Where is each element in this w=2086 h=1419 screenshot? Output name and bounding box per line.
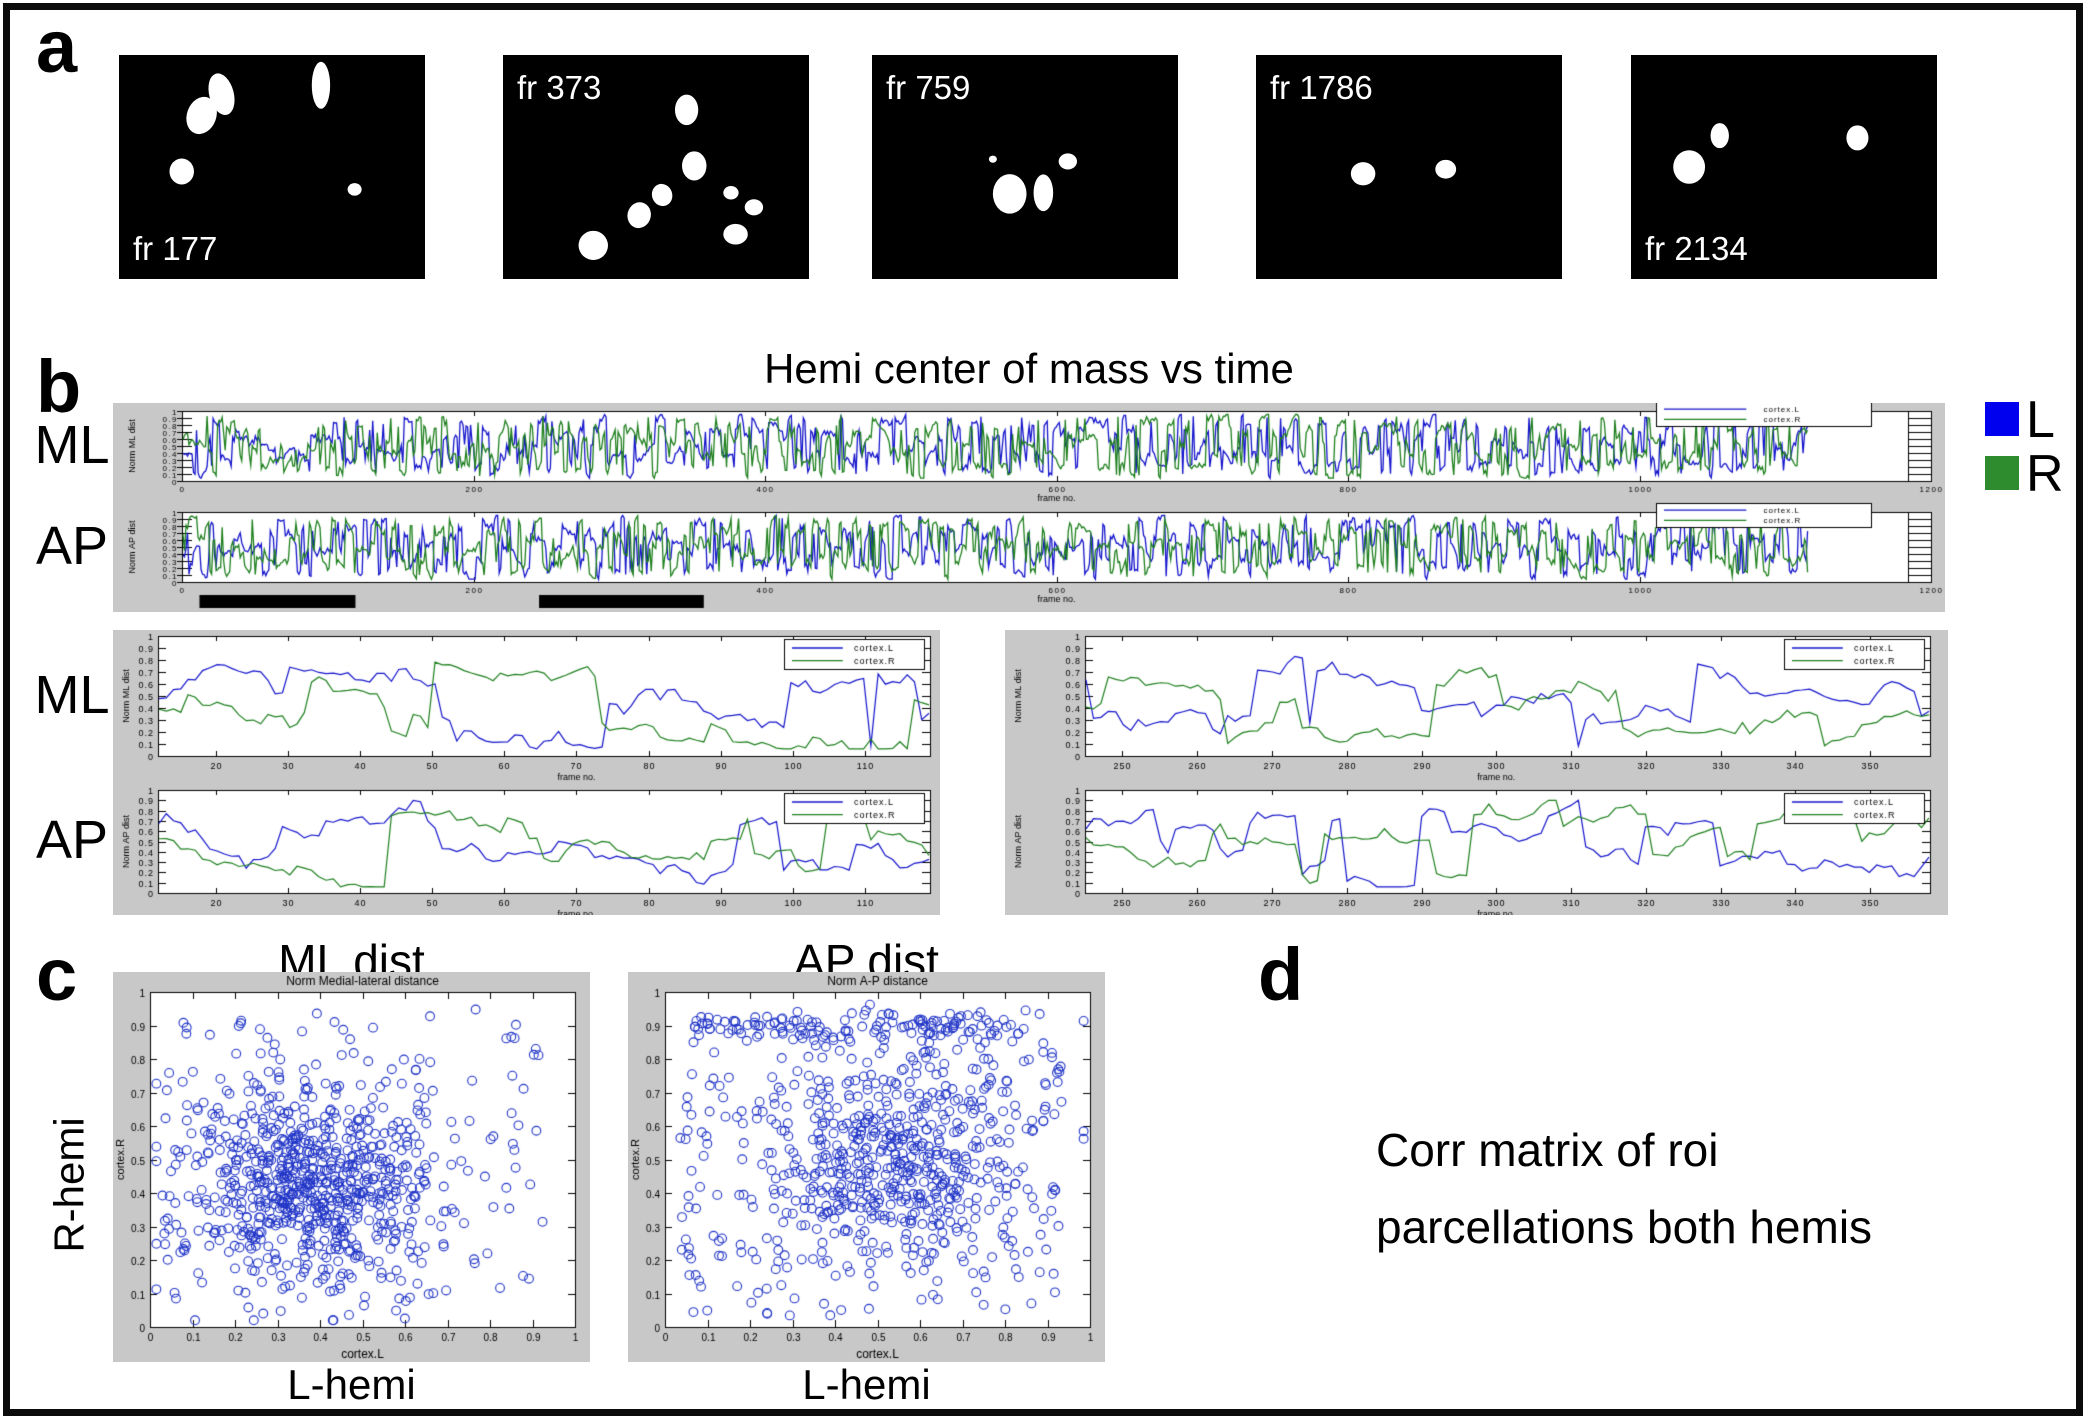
mask-frame-177: fr 177 [119,55,425,279]
mask-blob [169,158,194,185]
panel-d-label: d [1258,933,1304,1016]
caption-line-2: parcellations both hemis [1376,1201,1873,1254]
frame-number-label: fr 177 [133,230,218,267]
right-hemi-color-swatch [1985,456,2019,490]
ap-scatter-canvas [628,972,1105,1362]
left-hemi-color-swatch [1985,402,2019,436]
mask-blob [627,202,651,229]
mask-frame-373: fr 373 [503,55,809,279]
mask-blob [1846,125,1869,151]
mask-blob [311,61,331,109]
panel-a-label: a [36,5,78,88]
mask-blob [1058,153,1078,170]
l-hemi-axis-label-right: L-hemi [802,1361,931,1408]
l-hemi-axis-label-left: L-hemi [287,1361,416,1408]
row-label-ap: AP [35,516,109,576]
mask-blob [1673,150,1706,184]
blob-shapes [1350,159,1457,186]
r-hemi-axis-label: R-hemi [46,1117,94,1253]
row-label-ap-zoom: AP [35,810,109,870]
mask-blob [1710,123,1729,149]
mask-blob [682,151,707,181]
caption-line-1: Corr matrix of roi [1376,1124,1719,1176]
left-hemi-legend-label: L [2026,391,2055,449]
frame-number-label: fr 759 [886,69,971,106]
blob-shapes [169,61,362,196]
mask-frame-759: fr 759 [872,55,1178,279]
frame-number-label: fr 1786 [1270,69,1373,106]
mask-blob [1033,174,1054,212]
mask-blob [744,199,764,216]
panel-c-label: c [36,933,78,1016]
mask-frame-1786: fr 1786 [1256,55,1562,279]
mask-blob [347,183,362,196]
mask-blob [578,230,608,260]
timeseries-title: Hemi center of mass vs time [764,345,1294,392]
right-hemi-legend-label: R [2026,445,2064,503]
row-label-ml-zoom: ML [34,665,110,725]
mask-blob [723,186,739,200]
mask-frame-2134: fr 2134 [1631,55,1937,279]
row-label-ml: ML [34,415,110,475]
zoom-plots-left-canvas [113,630,940,915]
mask-blob [186,96,217,135]
mask-blob [992,174,1027,214]
mask-blob [1350,162,1376,186]
mask-blob [651,183,673,207]
mask-blob [1435,159,1457,179]
mask-blob [988,155,997,163]
frame-number-label: fr 373 [517,69,602,106]
zoom-plots-right-canvas [1005,630,1948,915]
frame-number-label: fr 2134 [1645,230,1748,267]
blob-shapes [1673,123,1869,184]
ml-ap-timeseries-canvas [113,403,1945,612]
mask-blob [674,94,699,126]
ml-scatter-canvas [113,972,590,1362]
panel-b-label: b [36,345,82,428]
mask-blob [723,223,748,245]
corr-matrix-caption: Corr matrix of roi parcellations both he… [1376,1112,1872,1267]
blob-shapes [578,94,764,260]
blob-shapes [988,153,1078,214]
